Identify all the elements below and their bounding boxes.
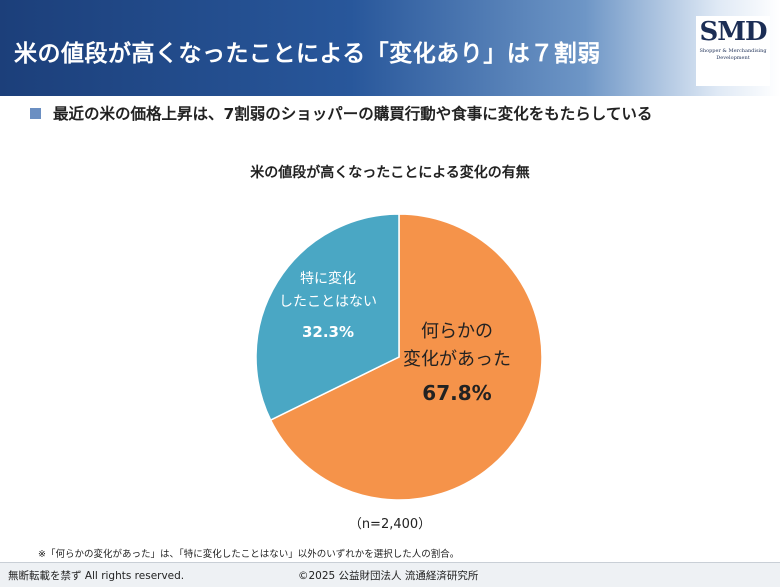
page-title: 米の値段が高くなったことによる「変化あり」は７割弱 (14, 41, 601, 67)
slice-label-changed: 何らかの 変化があった 67.8% (392, 318, 522, 409)
slice-label-changed-line2: 変化があった (403, 348, 511, 370)
logo-sub-line1: Shopper & Merchandising (699, 48, 767, 54)
logo-sub-line2: Development (716, 55, 750, 61)
footnote: ※「何らかの変化があった」は、「特に変化したことはない」以外のいずれかを選択した… (38, 549, 460, 560)
organization-credit: ©2025 公益財団法人 流通経済研究所 (298, 570, 479, 582)
copyright-notice: 無断転載を禁ず All rights reserved. (8, 570, 185, 582)
chart-title: 米の値段が高くなったことによる変化の有無 (250, 165, 530, 181)
slice-label-unchanged-line2: したことはない (279, 294, 377, 311)
footer-bar: 無断転載を禁ず All rights reserved. ©2025 公益財団法… (0, 562, 780, 587)
logo-mark: SMD (699, 17, 767, 47)
slice-label-unchanged: 特に変化 したことはない 32.3% (272, 268, 384, 345)
header-bar: 米の値段が高くなったことによる「変化あり」は７割弱 SMD Shopper & … (0, 0, 780, 96)
sample-size-note: （n=2,400） (348, 517, 432, 532)
slice-value-changed: 67.8% (422, 380, 492, 405)
slice-label-changed-line1: 何らかの (421, 321, 493, 342)
smd-logo: SMD Shopper & Merchandising Development (696, 16, 770, 86)
pie-slice-changed (269, 213, 543, 501)
pie-slice-unchanged (255, 213, 400, 422)
square-bullet-icon (30, 107, 41, 119)
slice-value-unchanged: 32.3% (301, 323, 355, 342)
subtitle: 最近の米の価格上昇は、7割弱のショッパーの購買行動や食事に変化をもたらしている (30, 102, 652, 124)
slice-label-unchanged-line1: 特に変化 (300, 271, 356, 287)
subtitle-text: 最近の米の価格上昇は、7割弱のショッパーの購買行動や食事に変化をもたらしている (53, 105, 653, 123)
